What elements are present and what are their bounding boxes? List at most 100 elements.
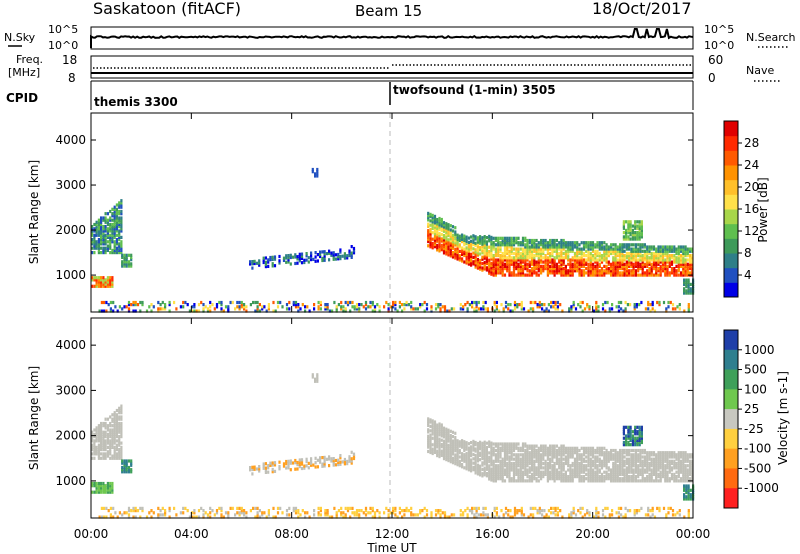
velocity-cell xyxy=(499,446,502,450)
power-cell xyxy=(492,254,495,258)
velocity-cell xyxy=(531,453,534,457)
power-cell xyxy=(465,250,468,254)
velocity-cell xyxy=(623,451,626,455)
power-cell xyxy=(321,258,324,263)
power-cell xyxy=(662,300,666,305)
velocity-cell xyxy=(687,515,690,519)
velocity-cell xyxy=(425,509,429,513)
velocity-cell xyxy=(551,477,554,481)
power-cell xyxy=(664,262,667,266)
power-cell xyxy=(659,273,662,277)
power-cell xyxy=(433,234,437,238)
power-cell xyxy=(427,214,430,218)
velocity-cell xyxy=(95,432,98,436)
velocity-cell xyxy=(641,475,644,479)
velocity-cell xyxy=(492,479,495,483)
velocity-cell xyxy=(540,466,543,470)
velocity-cell xyxy=(517,459,520,463)
velocity-cell xyxy=(456,460,459,465)
power-cell xyxy=(93,246,96,250)
power-cell xyxy=(537,251,540,256)
power-cell xyxy=(440,226,443,230)
power-cell xyxy=(643,273,646,277)
velocity-cell xyxy=(579,511,582,515)
velocity-cell xyxy=(204,511,207,515)
velocity-cell xyxy=(97,424,100,428)
power-cell xyxy=(492,247,495,251)
power-cell xyxy=(503,264,507,268)
velocity-cell xyxy=(456,439,459,443)
velocity-cell xyxy=(560,468,563,472)
velocity-cell xyxy=(447,428,450,432)
velocity-cell xyxy=(544,446,547,450)
velocity-cell xyxy=(467,468,470,472)
power-cell xyxy=(646,254,649,258)
velocity-cell xyxy=(278,465,281,469)
power-cell xyxy=(483,235,486,239)
power-cell xyxy=(603,249,606,253)
velocity-cell xyxy=(524,461,527,466)
power-cell xyxy=(231,300,234,305)
power-cell xyxy=(300,256,304,260)
velocity-cell xyxy=(346,459,349,463)
velocity-cell xyxy=(95,437,98,441)
power-cell xyxy=(107,303,110,307)
power-cell xyxy=(636,224,639,228)
power-cell xyxy=(657,249,660,253)
power-cell xyxy=(682,262,685,266)
power-cell xyxy=(544,262,547,266)
velocity-cell xyxy=(118,421,121,426)
velocity-cell xyxy=(510,466,513,470)
power-cell xyxy=(587,264,590,268)
velocity-cell xyxy=(508,451,511,455)
cpid-segment-1: themis 3300 xyxy=(94,95,178,109)
power-cell xyxy=(641,267,644,271)
velocity-cell xyxy=(572,511,575,515)
velocity-cell xyxy=(639,464,642,468)
velocity-cell xyxy=(621,472,624,476)
power-cell xyxy=(600,260,604,264)
power-cell xyxy=(630,273,633,277)
power-cell xyxy=(542,245,545,249)
velocity-cell xyxy=(614,479,617,483)
velocity-cell xyxy=(546,472,549,476)
velocity-cell xyxy=(454,444,457,448)
power-cell xyxy=(305,254,308,258)
velocity-cell xyxy=(111,413,114,417)
velocity-cell xyxy=(503,448,507,453)
velocity-cell xyxy=(610,453,613,457)
power-cell xyxy=(106,229,109,233)
velocity-cell xyxy=(608,515,611,519)
power-cell xyxy=(467,251,470,255)
power-cell xyxy=(243,303,246,307)
velocity-cell xyxy=(616,459,619,463)
velocity-cell xyxy=(106,426,109,430)
velocity-cell xyxy=(503,453,507,457)
power-cell xyxy=(535,254,538,258)
velocity-cell xyxy=(614,475,617,479)
power-cell xyxy=(209,309,212,313)
power-cell xyxy=(576,254,579,258)
power-cell xyxy=(664,245,667,249)
velocity-cell xyxy=(479,440,482,444)
power-cell xyxy=(598,251,601,256)
velocity-cell xyxy=(461,452,464,456)
velocity-cell xyxy=(506,444,509,448)
velocity-cell xyxy=(528,451,531,455)
velocity-cell xyxy=(485,461,488,465)
velocity-cell xyxy=(494,459,497,463)
velocity-cell xyxy=(118,411,121,415)
power-cell xyxy=(447,242,450,246)
velocity-cell xyxy=(447,454,450,458)
velocity-cell xyxy=(533,446,536,450)
velocity-cell xyxy=(497,477,500,481)
velocity-cell xyxy=(524,470,527,474)
power-cell xyxy=(310,255,313,259)
velocity-cell xyxy=(600,448,604,453)
power-cell xyxy=(492,271,495,275)
power-cell xyxy=(541,307,544,311)
power-cell xyxy=(431,216,434,220)
velocity-cell xyxy=(513,511,517,515)
velocity-cell xyxy=(648,453,651,457)
